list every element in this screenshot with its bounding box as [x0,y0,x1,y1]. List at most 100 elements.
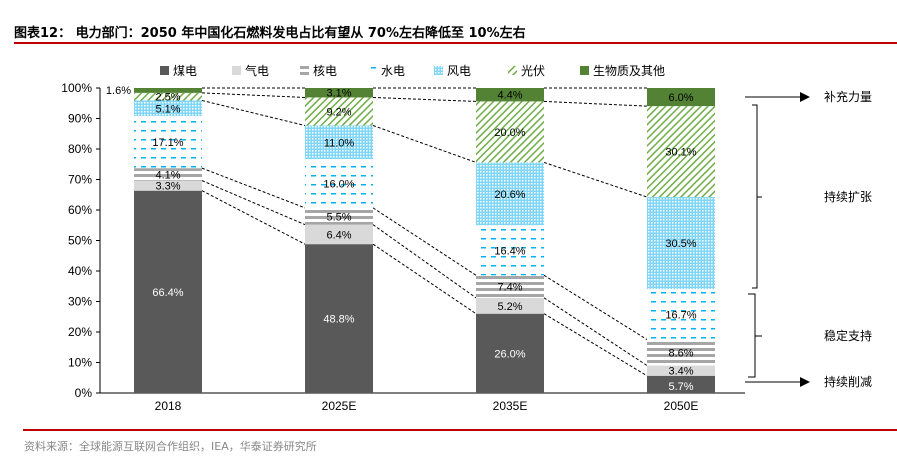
bracket-icon [752,104,762,289]
bar-segment [305,159,373,208]
bar-segment [476,297,544,314]
bar-segment [134,116,202,169]
title-rule [14,42,897,44]
data-label: 30.5% [665,238,696,250]
legend-swatch [368,66,377,75]
bar-segment [305,244,373,393]
data-label: 4.1% [155,169,180,181]
connector-line [372,207,477,276]
legend-swatch [160,66,169,75]
bar-segment [134,100,202,117]
annotation-label: 持续扩张 [824,189,872,204]
bar-segment [647,197,715,290]
data-label: 26.0% [494,348,525,360]
connector-line [201,180,306,226]
bar-segment [305,88,373,98]
data-label: 2.5% [155,92,180,104]
bar-segment [134,88,202,93]
bar-segment [305,224,373,245]
data-label: 3.3% [155,181,180,193]
connector-line [201,100,306,127]
x-tick-label: 2050E [664,399,699,413]
bar-segment [476,225,544,276]
legend-label: 气电 [245,63,269,78]
connector-line [543,274,648,340]
data-label: 16.0% [323,178,354,190]
data-label: 4.4% [497,90,522,102]
source-note: 资料来源：全球能源互联网合作组织，IEA，华泰证券研究所 [24,440,317,453]
x-tick-label: 2025E [322,399,357,413]
connector-line [543,100,648,107]
bar-segment [647,339,715,366]
connector-line [543,297,648,366]
data-label: 16.4% [494,245,525,257]
bar-segment [647,106,715,198]
legend-swatch [300,66,309,75]
data-label: 9.2% [326,106,351,118]
data-label: 5.2% [497,301,522,313]
data-label: 6.4% [326,229,351,241]
data-label: 66.4% [152,287,183,299]
bar-segment [647,289,715,340]
data-label: 7.4% [497,282,522,294]
legend-swatch [508,66,517,75]
chart-title: 图表12： 电力部门：2050 年中国化石燃料发电占比有望从 70%左右降低至 … [14,26,526,41]
y-tick-label: 90% [68,112,92,126]
data-label: 5.1% [155,103,180,115]
connector-line [372,224,477,299]
data-label: 1.6% [106,85,131,97]
y-tick-label: 20% [68,325,92,339]
annotation-label: 补充力量 [824,89,872,104]
data-label: 17.1% [152,137,183,149]
legend-swatch [580,66,589,75]
y-tick-label: 80% [68,142,92,156]
bar-segment [305,125,373,160]
connector-line [201,190,306,245]
y-tick-label: 40% [68,264,92,278]
connector-line [543,161,648,198]
data-label: 8.6% [668,348,693,360]
connector-line [201,92,306,98]
y-tick-label: 60% [68,203,92,217]
x-tick-label: 2018 [155,399,182,413]
bar-segment [476,88,544,102]
bar-segment [476,313,544,393]
bar-segment [647,375,715,393]
data-label: 3.1% [326,88,351,100]
bar-segment [476,101,544,163]
arrow-head-icon [800,92,810,102]
x-tick-label: 2035E [493,399,528,413]
data-label: 20.6% [494,189,525,201]
legend-label: 煤电 [173,64,197,78]
connector-line [372,96,477,102]
y-tick-label: 30% [68,295,92,309]
arrow-head-icon [800,377,810,387]
legend-label: 生物质及其他 [593,64,665,78]
legend-swatch [434,66,443,75]
data-label: 30.1% [665,147,696,159]
data-label: 3.4% [668,366,693,378]
connector-line [543,313,648,377]
bar-segment [134,92,202,101]
legend-label: 水电 [381,64,405,78]
y-tick-label: 70% [68,173,92,187]
bar-segment [134,190,202,393]
data-label: 6.0% [668,92,693,104]
legend-label: 光伏 [521,64,545,78]
y-tick-label: 0% [75,386,93,400]
data-label: 48.8% [323,314,354,326]
y-tick-label: 50% [68,234,92,248]
data-label: 20.0% [494,127,525,139]
bracket-icon [748,293,762,378]
y-tick-label: 10% [68,356,92,370]
bar-segment [305,207,373,225]
data-label: 5.7% [668,381,693,393]
bar-segment [305,97,373,126]
bar-segment [476,162,544,226]
annotation-label: 稳定支持 [824,328,872,343]
legend-label: 核电 [313,64,337,78]
y-tick-label: 100% [61,81,92,95]
footer-rule [23,429,897,431]
connector-line [201,167,306,209]
